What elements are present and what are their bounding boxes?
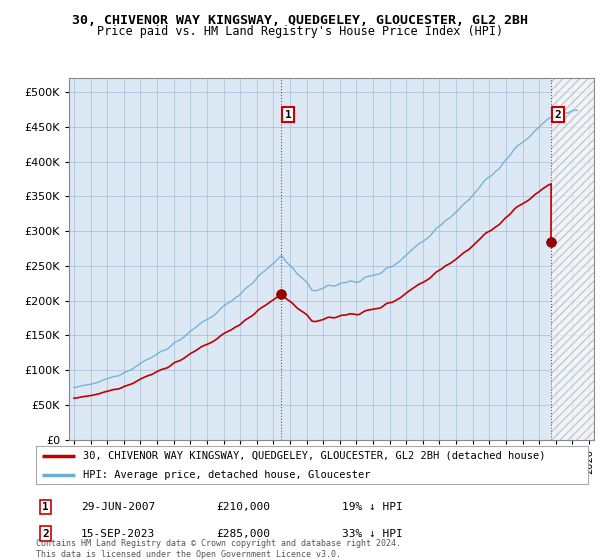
Text: Price paid vs. HM Land Registry's House Price Index (HPI): Price paid vs. HM Land Registry's House … [97,25,503,38]
Text: HPI: Average price, detached house, Gloucester: HPI: Average price, detached house, Glou… [83,470,370,480]
Text: 2: 2 [554,110,561,119]
Text: Contains HM Land Registry data © Crown copyright and database right 2024.
This d: Contains HM Land Registry data © Crown c… [36,539,401,559]
Text: £210,000: £210,000 [216,502,270,512]
Text: 30, CHIVENOR WAY KINGSWAY, QUEDGELEY, GLOUCESTER, GL2 2BH (detached house): 30, CHIVENOR WAY KINGSWAY, QUEDGELEY, GL… [83,451,545,461]
Text: £285,000: £285,000 [216,529,270,539]
Text: 1: 1 [285,110,292,119]
Bar [551,78,594,440]
Text: 30, CHIVENOR WAY KINGSWAY, QUEDGELEY, GLOUCESTER, GL2 2BH: 30, CHIVENOR WAY KINGSWAY, QUEDGELEY, GL… [72,14,528,27]
Text: 19% ↓ HPI: 19% ↓ HPI [342,502,403,512]
Text: 33% ↓ HPI: 33% ↓ HPI [342,529,403,539]
Text: 1: 1 [42,502,49,512]
Text: 2: 2 [42,529,49,539]
Text: 29-JUN-2007: 29-JUN-2007 [81,502,155,512]
Text: 15-SEP-2023: 15-SEP-2023 [81,529,155,539]
